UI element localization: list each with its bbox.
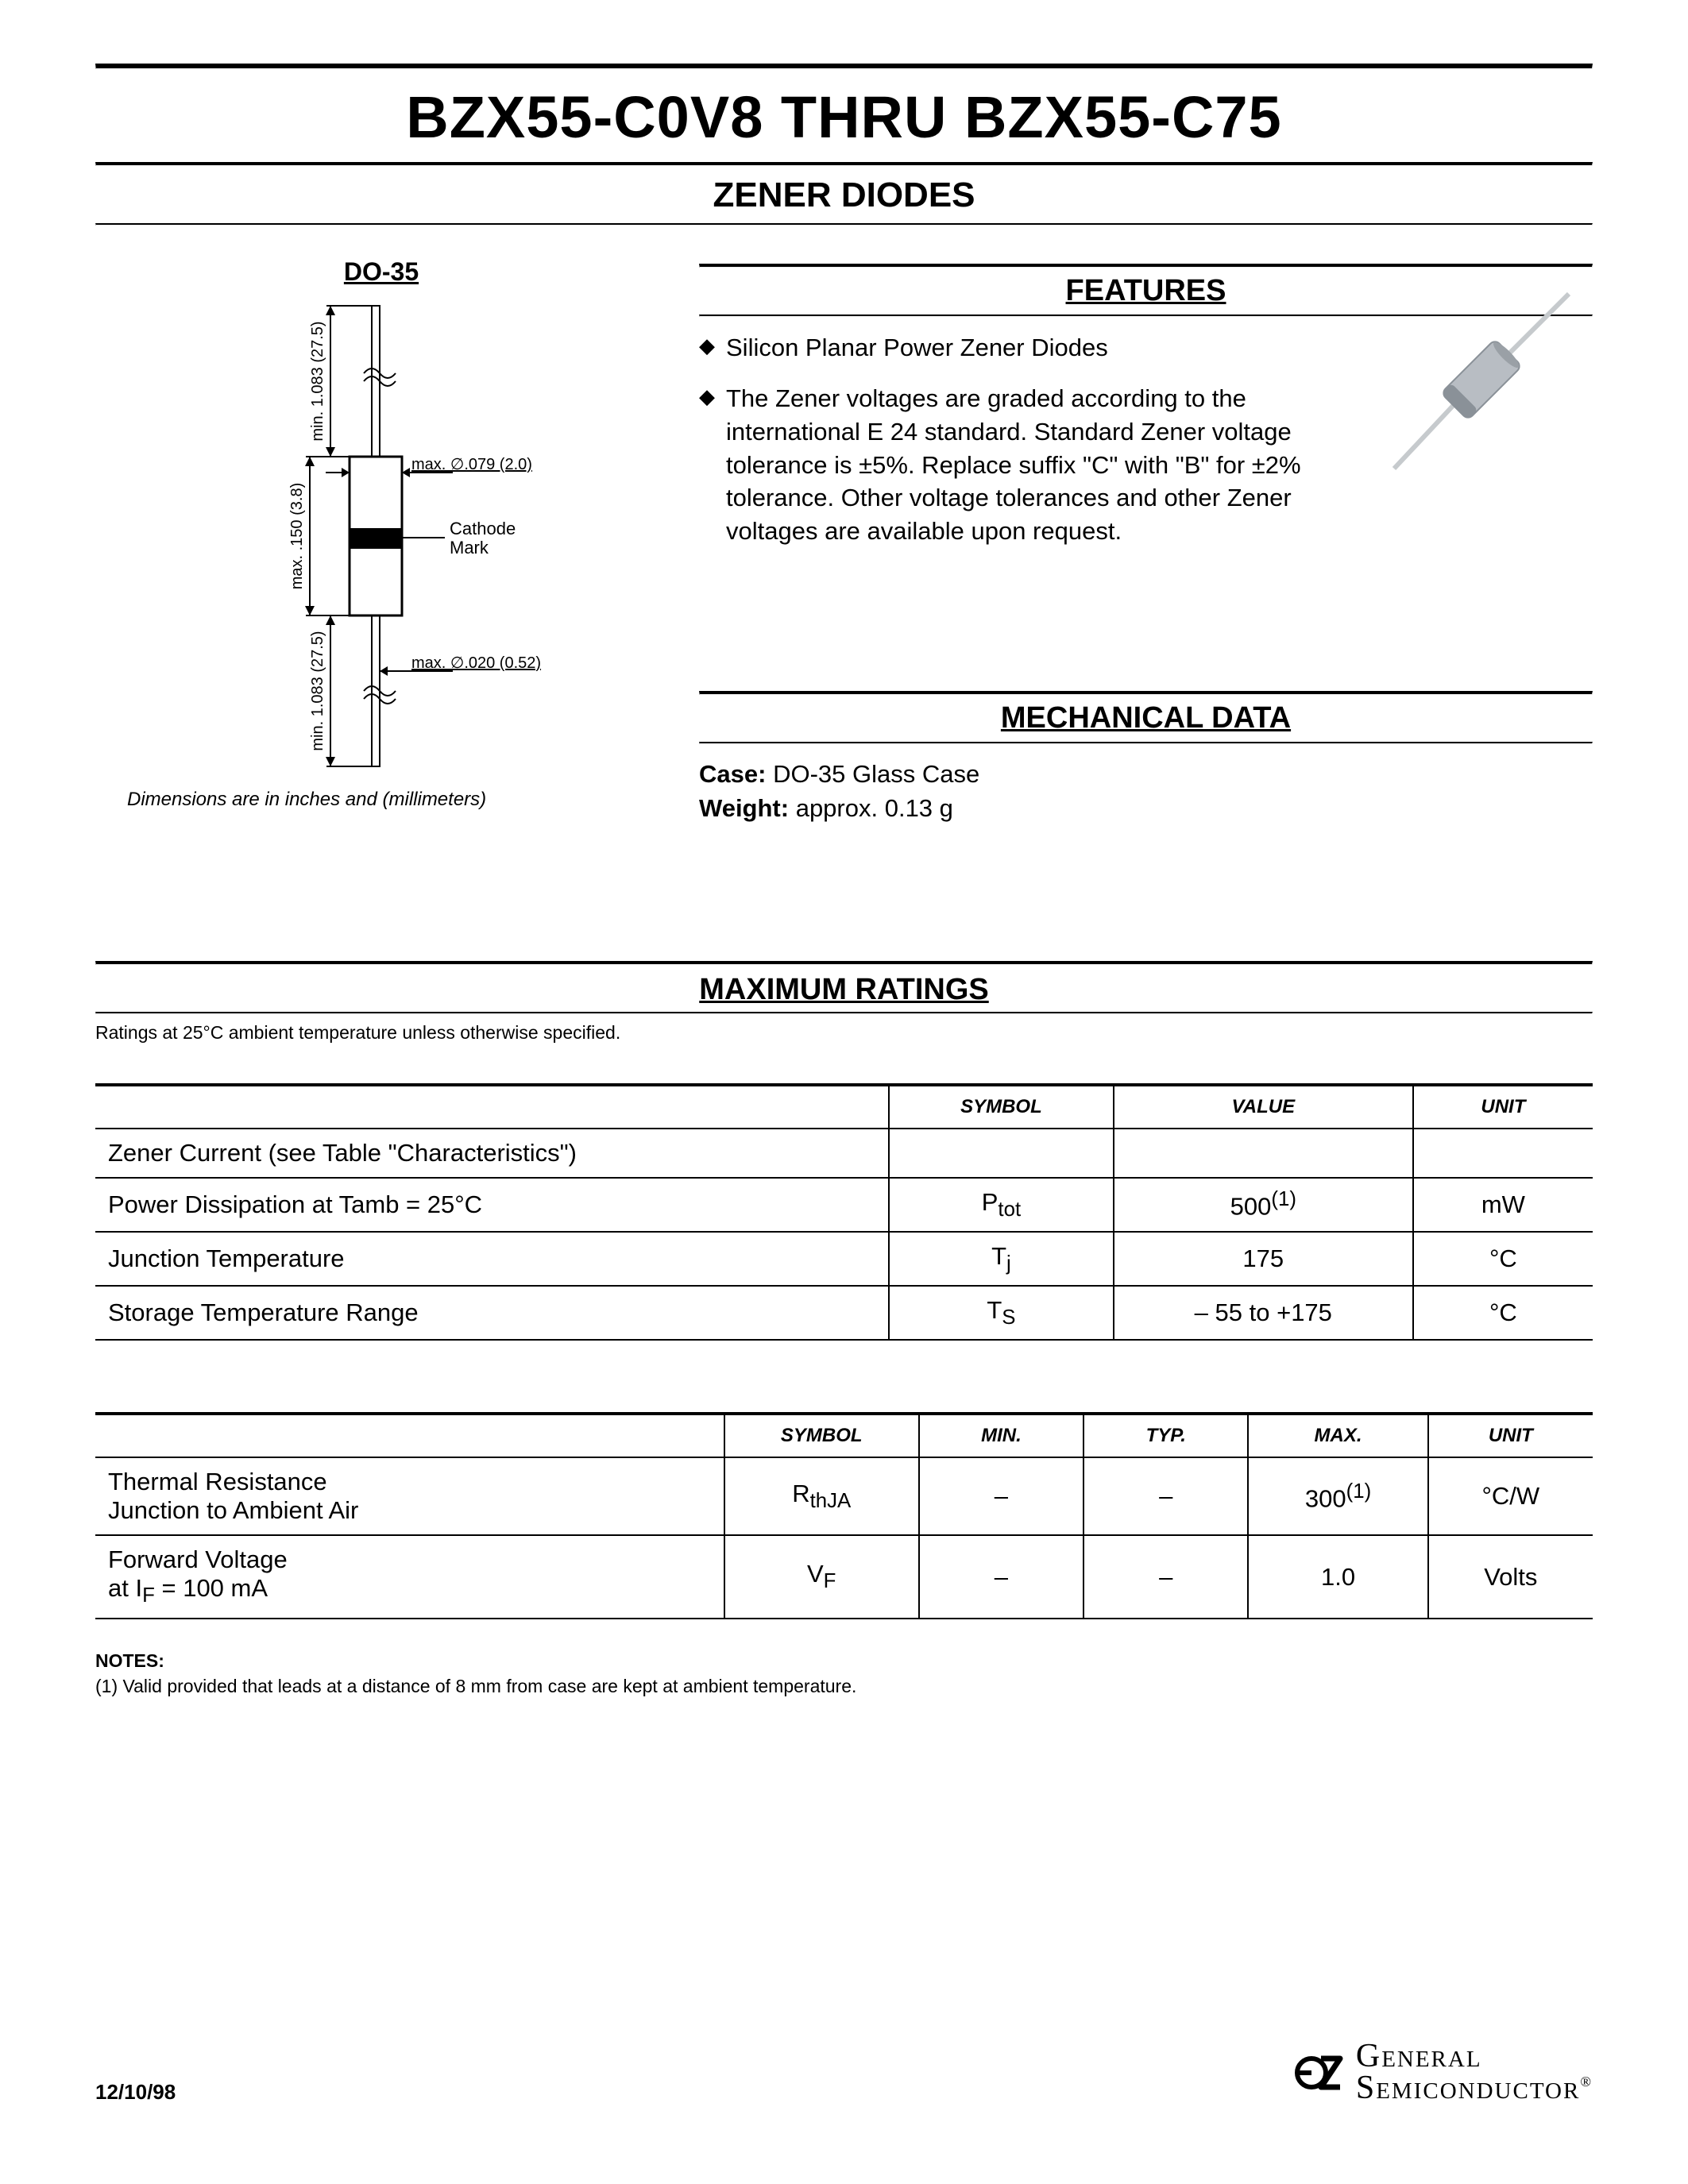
td: Thermal ResistanceJunction to Ambient Ai… (95, 1457, 724, 1535)
max-ratings-table: SYMBOL VALUE UNIT Zener Current (see Tab… (95, 1083, 1593, 1341)
td: RthJA (724, 1457, 919, 1535)
td: VF (724, 1535, 919, 1618)
bullet-icon: ◆ (699, 331, 715, 365)
th: TYP. (1083, 1414, 1248, 1457)
package-label: DO-35 (95, 257, 667, 287)
td: 1.0 (1248, 1535, 1427, 1618)
svg-text:Cathode: Cathode (450, 519, 516, 538)
svg-text:min. 1.083 (27.5): min. 1.083 (27.5) (309, 631, 326, 751)
max-ratings-heading: MAXIMUM RATINGS (95, 973, 1593, 1007)
svg-text:min. 1.083 (27.5): min. 1.083 (27.5) (309, 321, 326, 441)
td: Zener Current (see Table "Characteristic… (95, 1129, 889, 1178)
logo-text: General Semiconductor® (1356, 2041, 1593, 2105)
mechanical-body: Case: DO-35 Glass Case Weight: approx. 0… (699, 751, 1593, 826)
td (1114, 1129, 1413, 1178)
page-title: BZX55-C0V8 THRU BZX55-C75 (95, 83, 1593, 151)
svg-text:Mark: Mark (450, 538, 489, 558)
case-value: DO-35 Glass Case (773, 760, 979, 788)
td: – (919, 1535, 1083, 1618)
company-logo: General Semiconductor® (1289, 2041, 1593, 2105)
table-row: Forward Voltageat IF = 100 mAVF––1.0Volt… (95, 1535, 1593, 1618)
rule (95, 223, 1593, 226)
component-image (1378, 286, 1585, 492)
svg-text:max. ∅.020 (0.52): max. ∅.020 (0.52) (411, 654, 541, 672)
td: mW (1413, 1178, 1593, 1232)
table-row: Junction TemperatureTj175°C (95, 1232, 1593, 1286)
weight-value: approx. 0.13 g (796, 794, 953, 822)
td: Junction Temperature (95, 1232, 889, 1286)
td: 500(1) (1114, 1178, 1413, 1232)
bullet-icon: ◆ (699, 382, 715, 548)
td (1413, 1129, 1593, 1178)
td: TS (889, 1286, 1114, 1340)
td: Volts (1428, 1535, 1593, 1618)
max-ratings-section: MAXIMUM RATINGS Ratings at 25°C ambient … (95, 961, 1593, 1699)
max-ratings-note: Ratings at 25°C ambient temperature unle… (95, 1022, 1593, 1044)
notes-section: NOTES: (1) Valid provided that leads at … (95, 1648, 1593, 1699)
td: – 55 to +175 (1114, 1286, 1413, 1340)
notes-heading: NOTES: (95, 1648, 1593, 1673)
feature-text: Silicon Planar Power Zener Diodes (726, 331, 1108, 365)
td: °C (1413, 1286, 1593, 1340)
rule (95, 1012, 1593, 1014)
rule (699, 264, 1593, 268)
rule (95, 64, 1593, 69)
th: SYMBOL (889, 1085, 1114, 1129)
td: – (919, 1457, 1083, 1535)
rule (699, 691, 1593, 695)
th: UNIT (1413, 1085, 1593, 1129)
case-label: Case: (699, 760, 766, 788)
td: – (1083, 1535, 1248, 1618)
table-row: Power Dissipation at Tamb = 25°CPtot500(… (95, 1178, 1593, 1232)
weight-label: Weight: (699, 794, 789, 822)
td: °C (1413, 1232, 1593, 1286)
td: Storage Temperature Range (95, 1286, 889, 1340)
thermal-table: SYMBOL MIN. TYP. MAX. UNIT Thermal Resis… (95, 1412, 1593, 1619)
svg-text:max. .150 (3.8): max. .150 (3.8) (288, 483, 306, 590)
note-item: (1) Valid provided that leads at a dista… (95, 1673, 1593, 1699)
th: VALUE (1114, 1085, 1413, 1129)
th: MAX. (1248, 1414, 1427, 1457)
td: – (1083, 1457, 1248, 1535)
logo-icon (1289, 2044, 1346, 2101)
table-row: Storage Temperature RangeTS– 55 to +175°… (95, 1286, 1593, 1340)
table-row: Zener Current (see Table "Characteristic… (95, 1129, 1593, 1178)
do35-drawing: max. ∅.079 (2.0) max. ∅.020 (0.52) Catho… (191, 298, 572, 774)
page-subtitle: ZENER DIODES (95, 176, 1593, 215)
td: Tj (889, 1232, 1114, 1286)
svg-text:max. ∅.079 (2.0): max. ∅.079 (2.0) (411, 456, 532, 473)
td: Ptot (889, 1178, 1114, 1232)
page-footer: 12/10/98 General Semiconductor® (95, 2041, 1593, 2105)
footer-date: 12/10/98 (95, 2080, 176, 2105)
td: 300(1) (1248, 1457, 1427, 1535)
feature-text: The Zener voltages are graded according … (726, 382, 1377, 548)
package-drawing-col: DO-35 max. ∅.079 (2.0) (95, 257, 667, 826)
td: °C/W (1428, 1457, 1593, 1535)
th: SYMBOL (724, 1414, 919, 1457)
table-row: Thermal ResistanceJunction to Ambient Ai… (95, 1457, 1593, 1535)
th: UNIT (1428, 1414, 1593, 1457)
td: 175 (1114, 1232, 1413, 1286)
package-caption: Dimensions are in inches and (millimeter… (95, 789, 667, 811)
td (889, 1129, 1114, 1178)
th (95, 1085, 889, 1129)
rule (699, 742, 1593, 744)
rule (95, 162, 1593, 166)
rule (95, 961, 1593, 965)
datasheet-page: BZX55-C0V8 THRU BZX55-C75 ZENER DIODES D… (0, 0, 1688, 2184)
td: Forward Voltageat IF = 100 mA (95, 1535, 724, 1618)
mechanical-heading: MECHANICAL DATA (699, 701, 1593, 735)
th (95, 1414, 724, 1457)
td: Power Dissipation at Tamb = 25°C (95, 1178, 889, 1232)
th: MIN. (919, 1414, 1083, 1457)
